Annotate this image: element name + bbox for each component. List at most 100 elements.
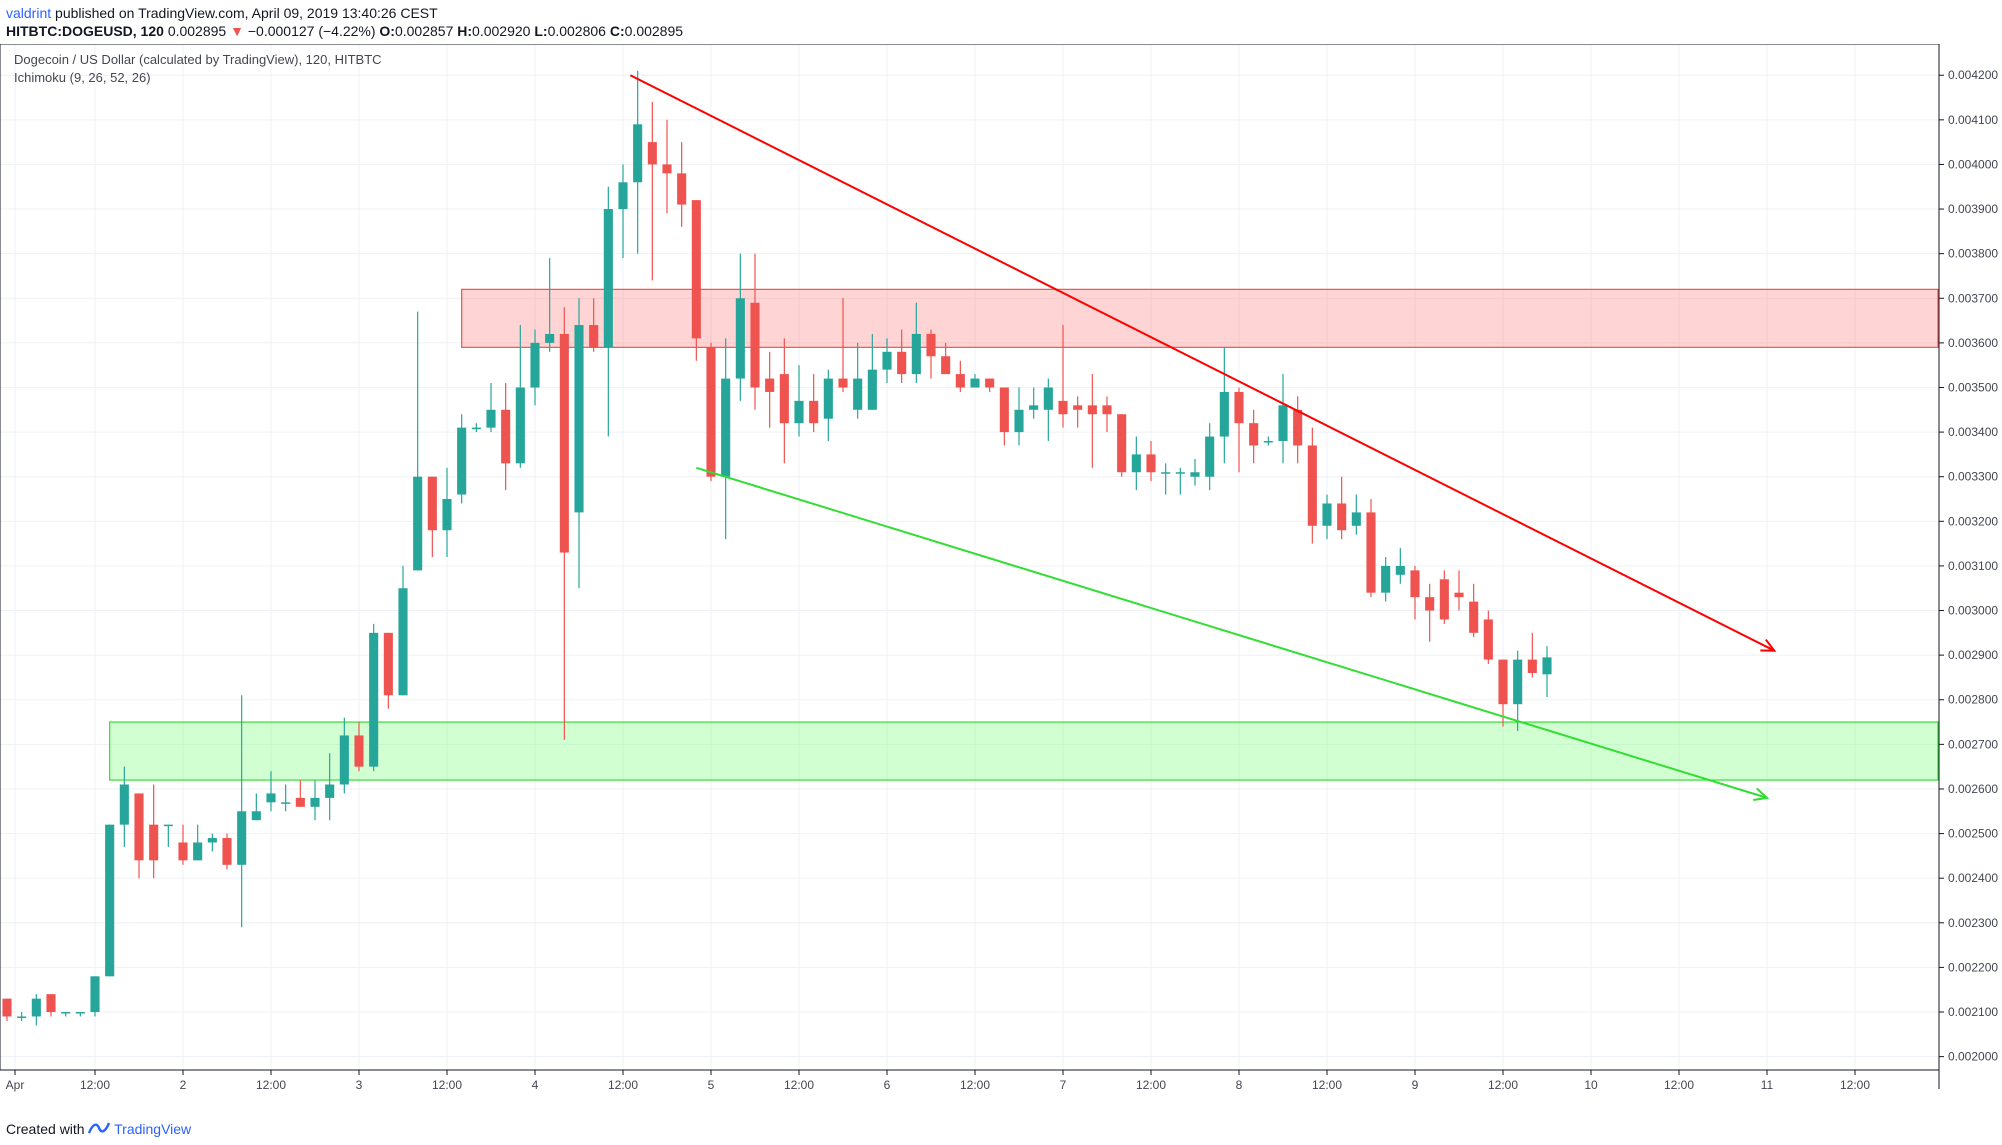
candle-body [999, 387, 1009, 433]
price-change: −0.000127 (−4.22%) [247, 23, 376, 39]
candle [750, 253, 760, 410]
candle-body [1219, 391, 1229, 437]
candle [207, 833, 217, 852]
time-tick-label: 12:00 [256, 1078, 286, 1092]
time-tick-label: 3 [356, 1078, 363, 1092]
time-tick-label: 12:00 [960, 1078, 990, 1092]
candle [1219, 347, 1229, 464]
candle-body [354, 735, 364, 767]
candle [853, 342, 863, 419]
candle-body [721, 378, 731, 477]
candle [603, 186, 613, 437]
author-link[interactable]: valdrint [6, 5, 52, 21]
pane-title: Dogecoin / US Dollar (calculated by Trad… [14, 52, 382, 67]
candle [1498, 659, 1508, 727]
price-tick-label: 0.002800 [1948, 693, 1998, 707]
candle [633, 70, 643, 254]
candle [1175, 467, 1185, 495]
candle [985, 378, 995, 392]
candle-body [574, 325, 584, 513]
candle-body [369, 632, 379, 767]
candle [369, 623, 379, 772]
candle-body [1058, 400, 1068, 415]
candle-body [1029, 405, 1039, 410]
candle-body [1014, 409, 1024, 433]
candle [515, 325, 525, 468]
price-tick-label: 0.003400 [1948, 425, 1998, 439]
candle [1542, 646, 1552, 698]
time-tick-label: 12:00 [608, 1078, 638, 1092]
candle [1117, 414, 1127, 477]
candle [281, 784, 291, 812]
candle-body [911, 333, 921, 375]
candle-body [1117, 414, 1127, 473]
candle-body [677, 173, 687, 205]
created-with-label: Created with [6, 1121, 85, 1137]
down-triangle-icon: ▼ [230, 23, 244, 39]
candle-body [163, 824, 173, 827]
candle [1058, 325, 1068, 428]
candle [1293, 396, 1303, 464]
price-tick-label: 0.003900 [1948, 202, 1998, 216]
chart-zones [109, 288, 1939, 781]
candle [178, 824, 188, 865]
candle [193, 824, 203, 861]
candle-body [897, 351, 907, 375]
candle-body [31, 998, 41, 1017]
candle [486, 383, 496, 433]
candle-body [662, 164, 672, 174]
candle [1425, 583, 1435, 642]
candle [266, 771, 276, 812]
candle [574, 298, 584, 589]
candle-body [618, 182, 628, 210]
candle [46, 994, 56, 1017]
candle [1263, 436, 1273, 446]
open-label: O: [379, 23, 395, 39]
candle [559, 307, 569, 740]
price-tick-label: 0.003200 [1948, 514, 1998, 528]
candle [383, 632, 393, 709]
candle-body [559, 333, 569, 553]
candle-body [1234, 391, 1244, 424]
candle [413, 311, 423, 571]
candle-body [1410, 570, 1420, 598]
candle [17, 1012, 27, 1021]
candle-body [251, 811, 261, 821]
candle [809, 374, 819, 433]
candle-body [1337, 503, 1347, 531]
time-tick-label: 9 [1412, 1078, 1419, 1092]
price-tick-label: 0.003500 [1948, 380, 1998, 394]
candle-body [1087, 405, 1097, 415]
candle-body [75, 1012, 85, 1014]
candle [1513, 650, 1523, 731]
candle-body [46, 994, 56, 1013]
candle [398, 565, 408, 696]
plot-frame [0, 44, 1940, 1071]
candle-body [1439, 579, 1449, 620]
symbol-label: HITBTC:DOGEUSD, 120 [6, 23, 164, 39]
candle [501, 383, 511, 491]
candle [1146, 441, 1156, 482]
candle [882, 338, 892, 384]
price-tick-label: 0.002900 [1948, 648, 1998, 662]
candle-body [501, 409, 511, 464]
candle-body [237, 811, 247, 865]
candle-body [1263, 441, 1273, 443]
time-tick-label: 12:00 [1664, 1078, 1694, 1092]
candle [970, 374, 980, 388]
price-chart[interactable]: 0.002000 0.002100 0.002200 0.002300 0.002400… [0, 44, 2002, 1115]
footer: Created with TradingView [6, 1120, 191, 1139]
candle-body [207, 838, 217, 843]
indicator-label[interactable]: Ichimoku (9, 26, 52, 26) [14, 70, 151, 85]
tradingview-link[interactable]: TradingView [114, 1121, 192, 1137]
candle-body [1175, 472, 1185, 474]
high-label: H: [457, 23, 473, 39]
price-axis: 0.002000 0.002100 0.002200 0.002300 0.002400… [1939, 68, 1998, 1064]
candle-body [647, 142, 657, 165]
candle-body [1513, 659, 1523, 705]
price-tick-label: 0.003800 [1948, 247, 1998, 261]
candle-body [17, 1016, 27, 1018]
candle-body [1307, 445, 1317, 526]
candle [1366, 499, 1376, 598]
candle [926, 329, 936, 379]
